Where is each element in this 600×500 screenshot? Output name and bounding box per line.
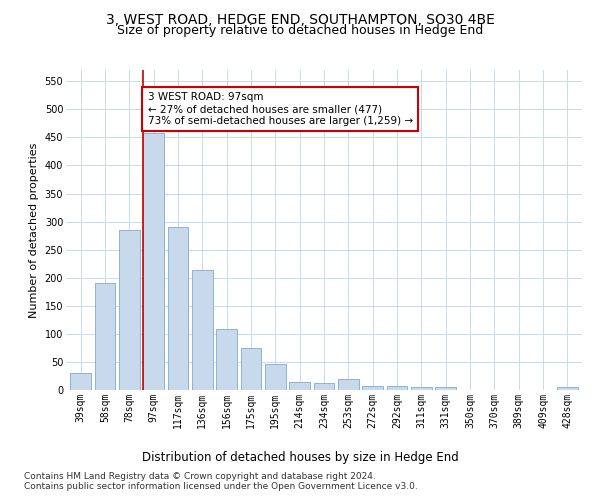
Bar	[386, 386, 407, 390]
Bar	[265, 364, 286, 390]
Text: 3, WEST ROAD, HEDGE END, SOUTHAMPTON, SO30 4BE: 3, WEST ROAD, HEDGE END, SOUTHAMPTON, SO…	[106, 12, 494, 26]
Text: Contains HM Land Registry data © Crown copyright and database right 2024.: Contains HM Land Registry data © Crown c…	[24, 472, 376, 481]
Bar	[95, 284, 115, 390]
Bar	[241, 348, 262, 390]
Bar	[436, 387, 456, 390]
Bar	[411, 387, 432, 390]
Bar	[216, 330, 237, 390]
Bar	[119, 230, 140, 390]
Bar	[289, 382, 310, 390]
Text: Contains public sector information licensed under the Open Government Licence v3: Contains public sector information licen…	[24, 482, 418, 491]
Text: Distribution of detached houses by size in Hedge End: Distribution of detached houses by size …	[142, 451, 458, 464]
Text: Size of property relative to detached houses in Hedge End: Size of property relative to detached ho…	[117, 24, 483, 37]
Bar	[557, 387, 578, 390]
Y-axis label: Number of detached properties: Number of detached properties	[29, 142, 39, 318]
Bar	[167, 227, 188, 390]
Bar	[143, 134, 164, 390]
Bar	[338, 379, 359, 390]
Bar	[70, 373, 91, 390]
Bar	[192, 270, 212, 390]
Bar	[314, 382, 334, 390]
Bar	[362, 386, 383, 390]
Text: 3 WEST ROAD: 97sqm
← 27% of detached houses are smaller (477)
73% of semi-detach: 3 WEST ROAD: 97sqm ← 27% of detached hou…	[148, 92, 413, 126]
